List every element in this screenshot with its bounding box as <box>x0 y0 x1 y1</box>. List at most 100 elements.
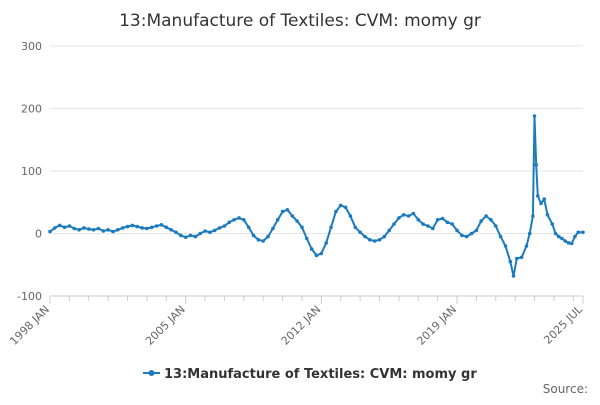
data-point <box>271 226 275 231</box>
legend[interactable]: 13:Manufacture of Textiles: CVM: momy gr <box>143 367 477 382</box>
data-point <box>227 220 232 225</box>
data-point <box>498 234 503 239</box>
data-point <box>372 239 377 243</box>
data-point <box>508 259 513 264</box>
data-point <box>319 251 324 256</box>
data-point <box>460 233 464 238</box>
chart-title: 13:Manufacture of Textiles: CVM: momy gr <box>119 11 481 31</box>
data-point <box>111 229 115 234</box>
data-point <box>285 208 290 212</box>
data-point <box>203 229 207 233</box>
data-point <box>524 244 529 248</box>
data-point <box>338 203 343 208</box>
data-point <box>515 256 519 261</box>
data-point <box>251 233 256 238</box>
data-point <box>563 239 567 243</box>
data-point <box>503 244 508 248</box>
data-point <box>426 224 430 228</box>
x-tick-label: 2025 JUL <box>541 302 585 346</box>
source-label[interactable]: Source: <box>543 382 588 396</box>
data-point <box>494 224 498 228</box>
data-point <box>464 234 469 239</box>
data-point <box>479 219 484 223</box>
data-point <box>324 241 329 245</box>
data-point <box>531 214 535 218</box>
data-point <box>532 114 537 118</box>
data-point <box>416 218 421 222</box>
data-point <box>445 220 450 225</box>
y-tick-label: 300 <box>21 40 42 53</box>
data-point <box>179 233 183 238</box>
data-point <box>542 197 546 201</box>
data-point <box>489 218 493 222</box>
y-tick-label: 100 <box>21 165 42 178</box>
data-point <box>392 222 396 226</box>
data-point <box>120 226 125 230</box>
data-point <box>576 230 580 235</box>
data-point <box>377 238 382 242</box>
data-point <box>569 241 574 246</box>
data-point <box>290 214 295 218</box>
data-point <box>560 236 564 241</box>
x-tick-label: 2012 JAN <box>279 303 324 348</box>
data-point <box>401 213 406 217</box>
data-point <box>450 222 455 226</box>
x-tick-label: 2005 JAN <box>143 303 188 348</box>
data-point <box>334 209 338 214</box>
legend-dot-marker <box>148 370 155 376</box>
data-point <box>566 241 571 245</box>
data-point <box>527 231 532 236</box>
data-point <box>217 226 222 230</box>
data-point <box>280 209 285 214</box>
data-point <box>154 224 159 228</box>
data-point <box>96 226 101 231</box>
data-point <box>48 229 52 234</box>
data-point <box>536 194 540 198</box>
y-tick-label: 200 <box>21 103 42 116</box>
data-point <box>208 230 212 235</box>
data-point <box>545 213 550 217</box>
grid <box>50 45 583 297</box>
data-point <box>511 274 516 278</box>
data-point <box>232 218 236 222</box>
data-point <box>183 235 188 240</box>
data-point <box>474 228 479 233</box>
data-point <box>145 226 149 231</box>
data-point <box>77 228 81 232</box>
data-point <box>256 238 261 242</box>
data-point <box>329 225 333 230</box>
data-point <box>431 226 435 231</box>
x-tick-label: 2019 JAN <box>414 303 459 348</box>
data-point <box>266 234 270 239</box>
data-point <box>368 238 372 242</box>
data-point <box>193 234 198 239</box>
x-tick-label: 1998 JAN <box>7 303 52 348</box>
data-point <box>300 225 304 230</box>
data-point <box>72 226 76 231</box>
data-point <box>309 247 314 251</box>
data-point <box>150 225 154 230</box>
data-point <box>57 223 62 228</box>
data-point <box>397 216 401 220</box>
data-point <box>188 233 193 238</box>
data-point <box>358 230 362 235</box>
data-point <box>275 218 280 222</box>
data-point <box>363 234 367 239</box>
data-point <box>164 225 169 230</box>
data-point <box>62 225 67 230</box>
data-point <box>261 239 266 243</box>
data-point <box>382 234 387 239</box>
data-point <box>440 216 445 221</box>
data-point <box>343 205 348 210</box>
data-point <box>305 236 309 241</box>
data-point <box>387 228 392 233</box>
data-point <box>421 222 425 226</box>
data-point <box>435 218 440 222</box>
data-point <box>106 228 110 232</box>
data-point <box>212 228 217 233</box>
data-point <box>246 225 251 230</box>
data-point <box>553 231 558 236</box>
data-point <box>539 201 543 206</box>
data-point <box>87 227 91 231</box>
data-point <box>550 222 555 226</box>
